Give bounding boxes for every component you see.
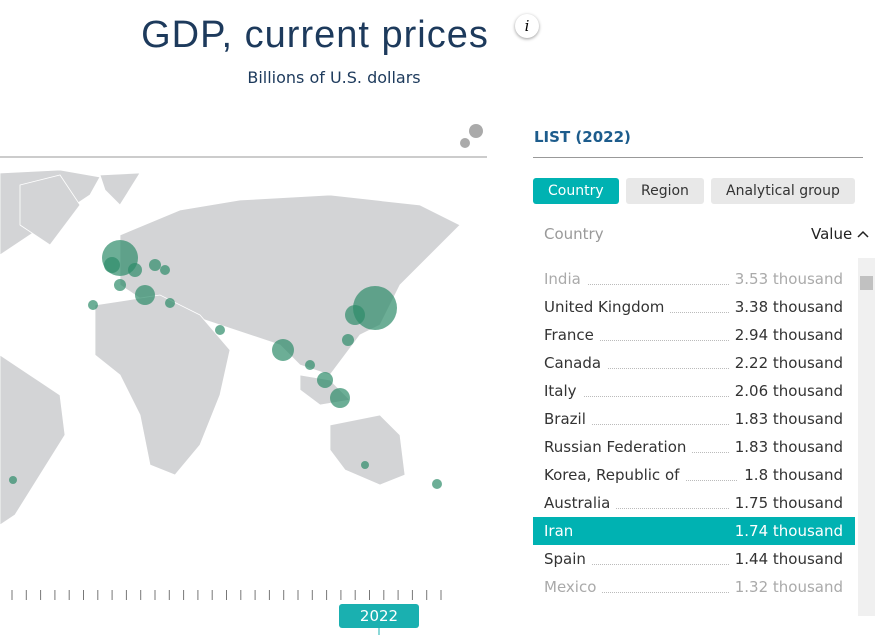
country-value: 1.74 thousand bbox=[728, 522, 843, 540]
leader bbox=[544, 368, 843, 369]
leader bbox=[544, 312, 843, 313]
country-name: Australia bbox=[544, 494, 617, 512]
leader bbox=[544, 340, 843, 341]
leader bbox=[544, 480, 843, 481]
leader bbox=[544, 508, 843, 509]
scrollbar[interactable] bbox=[858, 258, 875, 616]
tab[interactable]: Country bbox=[533, 178, 619, 204]
leader bbox=[544, 396, 843, 397]
list-row[interactable]: Mexico 1.32 thousand bbox=[533, 573, 855, 601]
country-value: 3.38 thousand bbox=[728, 298, 843, 316]
country-value: 1.83 thousand bbox=[728, 410, 843, 428]
list-row[interactable]: United Kingdom 3.38 thousand bbox=[533, 293, 855, 321]
country-value: 2.94 thousand bbox=[728, 326, 843, 344]
list-row[interactable]: Australia 1.75 thousand bbox=[533, 489, 855, 517]
column-header[interactable]: Country bbox=[544, 225, 604, 243]
leader bbox=[544, 564, 843, 565]
country-value: 3.53 thousand bbox=[728, 270, 843, 288]
year-label[interactable]: 2022 bbox=[339, 604, 419, 628]
leader bbox=[544, 592, 843, 593]
list-row[interactable]: Korea, Republic of 1.8 thousand bbox=[533, 461, 855, 489]
leader bbox=[544, 452, 843, 453]
country-name: Italy bbox=[544, 382, 583, 400]
country-name: Brazil bbox=[544, 410, 592, 428]
leader bbox=[544, 424, 843, 425]
title: GDP, current prices bbox=[141, 14, 489, 56]
country-value: 1.75 thousand bbox=[728, 494, 843, 512]
leader bbox=[544, 284, 843, 285]
list-row[interactable]: Spain 1.44 thousand bbox=[533, 545, 855, 573]
list-title: LIST (2022) bbox=[534, 128, 631, 146]
country-value: 1.32 thousand bbox=[728, 578, 843, 596]
list-row[interactable]: Iran 1.74 thousand bbox=[533, 517, 855, 545]
list-row[interactable]: Brazil 1.83 thousand bbox=[533, 405, 855, 433]
country-name: Spain bbox=[544, 550, 592, 568]
country-value: 1.83 thousand bbox=[728, 438, 843, 456]
timeline-ticks bbox=[11, 590, 442, 600]
country-name: United Kingdom bbox=[544, 298, 671, 316]
tab[interactable]: Region bbox=[626, 178, 704, 204]
country-name: Korea, Republic of bbox=[544, 466, 686, 484]
country-name: Iran bbox=[544, 522, 580, 540]
list-row[interactable]: Canada 2.22 thousand bbox=[533, 349, 855, 377]
country-name: Canada bbox=[544, 354, 608, 372]
country-name: India bbox=[544, 270, 587, 288]
map bbox=[0, 124, 487, 635]
list-row[interactable]: India 3.53 thousand bbox=[533, 265, 855, 293]
country-value: 2.06 thousand bbox=[728, 382, 843, 400]
country-value: 2.22 thousand bbox=[728, 354, 843, 372]
subtitle: Billions of U.S. dollars bbox=[247, 68, 421, 87]
list-row[interactable]: Italy 2.06 thousand bbox=[533, 377, 855, 405]
settings-icon[interactable] bbox=[460, 124, 483, 148]
list-row[interactable]: Russian Federation 1.83 thousand bbox=[533, 433, 855, 461]
column-header[interactable]: Value bbox=[811, 225, 853, 243]
sort-arrow bbox=[857, 230, 869, 238]
country-name: France bbox=[544, 326, 600, 344]
tab[interactable]: Analytical group bbox=[711, 178, 855, 204]
country-value: 1.44 thousand bbox=[728, 550, 843, 568]
list-row[interactable]: France 2.94 thousand bbox=[533, 321, 855, 349]
country-name: Russian Federation bbox=[544, 438, 693, 456]
land bbox=[0, 169, 461, 526]
country-name: Mexico bbox=[544, 578, 603, 596]
country-value: 1.8 thousand bbox=[738, 466, 843, 484]
list-divider bbox=[533, 157, 863, 158]
info-button[interactable]: i bbox=[515, 14, 539, 38]
bubbles bbox=[9, 240, 442, 489]
